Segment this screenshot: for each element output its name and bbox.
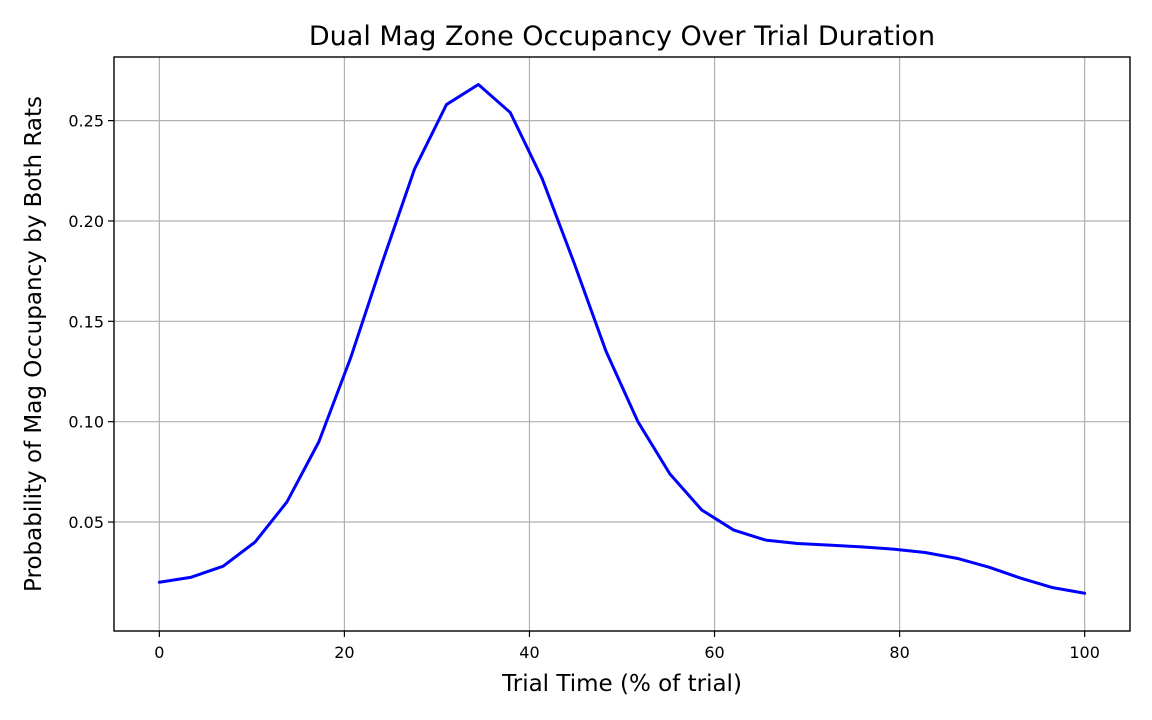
grid <box>114 57 1130 631</box>
x-tick-label: 80 <box>889 643 909 662</box>
y-axis-label: Probability of Mag Occupancy by Both Rat… <box>21 96 47 592</box>
chart-title: Dual Mag Zone Occupancy Over Trial Durat… <box>309 21 935 52</box>
x-tick-label: 40 <box>519 643 539 662</box>
series-line <box>157 83 1087 595</box>
x-tick-label: 0 <box>154 643 164 662</box>
x-axis-label: Trial Time (% of trial) <box>501 671 742 697</box>
y-tick-label: 0.10 <box>68 413 104 432</box>
x-tick-label: 60 <box>704 643 724 662</box>
y-tick-label: 0.05 <box>68 513 104 532</box>
plot-frame <box>113 56 1131 632</box>
series-layer <box>157 83 1087 595</box>
y-tick-label: 0.15 <box>68 312 104 331</box>
ticks: 0 20 40 60 80 100 0.05 0.10 0.15 0.20 0.25 <box>68 112 1100 662</box>
y-tick-label: 0.25 <box>68 112 104 131</box>
y-tick-label: 0.20 <box>68 212 104 231</box>
x-tick-label: 100 <box>1069 643 1100 662</box>
x-tick-label: 20 <box>334 643 354 662</box>
